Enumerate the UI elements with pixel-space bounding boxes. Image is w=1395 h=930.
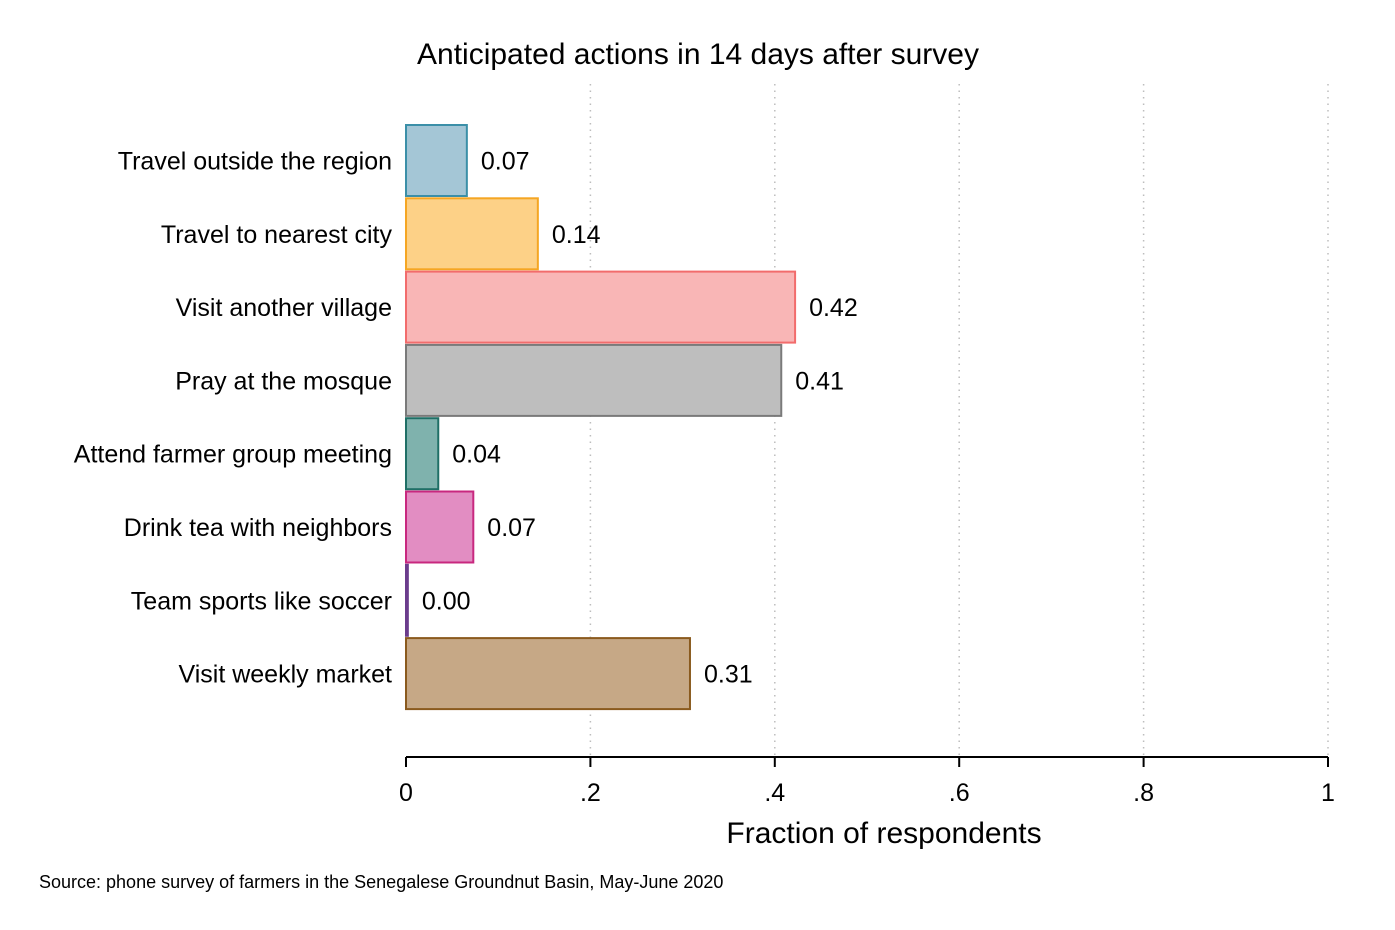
x-tick-label-2: .4 (764, 779, 785, 807)
bar-3 (405, 343, 783, 417)
value-label-6: 0.00 (422, 587, 471, 615)
grid-lines (589, 84, 1329, 757)
chart-title: Anticipated actions in 14 days after sur… (417, 38, 979, 71)
category-label-4: Attend farmer group meeting (74, 441, 392, 469)
category-label-6: Team sports like soccer (131, 587, 392, 615)
category-label-1: Travel to nearest city (161, 221, 393, 249)
bar-1 (405, 197, 539, 271)
value-label-7: 0.31 (704, 661, 753, 689)
x-tick-label-5: 1 (1321, 779, 1335, 807)
value-label-3: 0.41 (795, 367, 844, 395)
value-label-1: 0.14 (552, 221, 601, 249)
x-tick-label-3: .6 (949, 779, 970, 807)
bar-6 (405, 563, 409, 637)
value-label-0: 0.07 (481, 148, 530, 176)
x-tick-label-4: .8 (1133, 779, 1154, 807)
category-label-5: Drink tea with neighbors (124, 514, 392, 542)
category-label-7: Visit weekly market (179, 661, 393, 689)
category-label-3: Pray at the mosque (175, 367, 392, 395)
bar-0 (405, 124, 468, 197)
bar-7 (405, 637, 691, 711)
bars: 0.07 Travel outside the region 0.14 Travel … (74, 124, 858, 711)
category-label-0: Travel outside the region (118, 148, 392, 176)
x-tick-label-0: 0 (399, 779, 413, 807)
x-axis-label: Fraction of respondents (726, 817, 1041, 850)
bar-5 (405, 490, 475, 564)
bar-2 (405, 270, 797, 344)
source-note: Source: phone survey of farmers in the S… (39, 872, 723, 892)
value-label-2: 0.42 (809, 294, 858, 322)
bar-4 (405, 417, 440, 491)
value-label-4: 0.04 (452, 441, 501, 469)
value-label-5: 0.07 (487, 514, 536, 542)
x-tick-label-1: .2 (580, 779, 601, 807)
x-axis: 0 .2 .4 .6 .8 1 (399, 756, 1335, 807)
category-label-2: Visit another village (176, 294, 392, 322)
